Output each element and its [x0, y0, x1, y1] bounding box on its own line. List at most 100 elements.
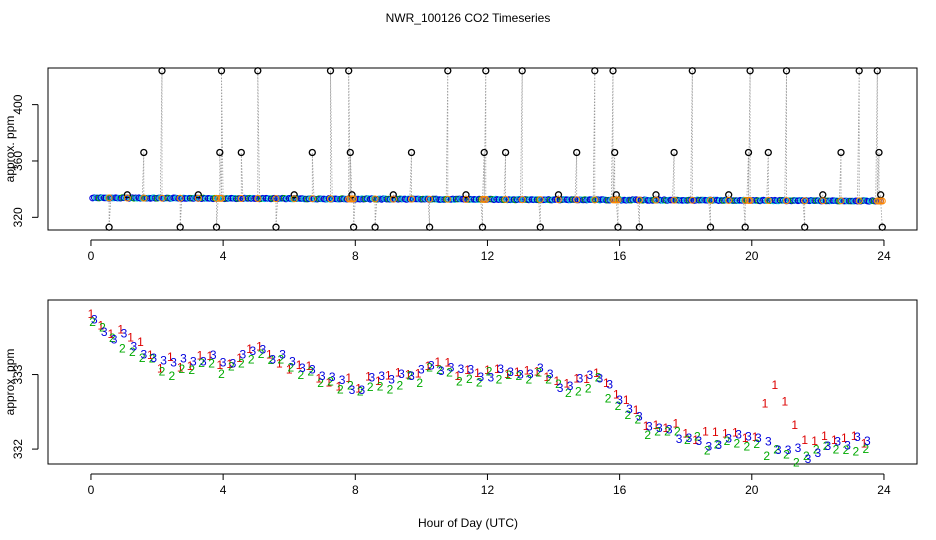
channel-1-point: 1: [563, 377, 570, 391]
channel-2-point: 2: [654, 424, 661, 438]
channel-1-point: 1: [484, 363, 491, 377]
channel-1-point: 1: [861, 436, 868, 450]
channel-2-point: 2: [813, 442, 820, 456]
channel-3-point: 3: [438, 364, 445, 378]
channel-1-point: 1: [464, 363, 471, 377]
channel-1-point: 1: [405, 367, 412, 381]
channel-3-point: 3: [646, 420, 653, 434]
channel-1-point: 1: [177, 361, 184, 375]
channel-1-point: 1: [682, 427, 689, 441]
channel-3-point: 3: [795, 441, 802, 455]
channel-2-point: 2: [843, 443, 850, 457]
channel-2-point: 2: [555, 377, 562, 391]
channel-1-point: 1: [524, 364, 531, 378]
channel-2-point: 2: [674, 425, 681, 439]
channel-2-point: 2: [694, 430, 701, 444]
top-connector-lines: [92, 70, 883, 228]
channel-2-point: 2: [248, 353, 255, 367]
spike-base-point: [389, 195, 397, 203]
channel-3-point: 3: [160, 353, 167, 367]
spike-base-point: [218, 194, 225, 202]
channel-3-point: 3: [398, 367, 405, 381]
y-tick-label: 320: [11, 207, 25, 227]
channel-2-point: 2: [347, 379, 354, 393]
channel-1-point: 1: [326, 375, 333, 389]
channel-3-point: 3: [388, 373, 395, 387]
channel-1-point: 1: [583, 372, 590, 386]
channel-3-point: 3: [824, 439, 831, 453]
spike-base-point: [555, 196, 562, 204]
spike-point: [478, 223, 487, 231]
spike-point: [272, 223, 280, 231]
channel-3-point: 3: [190, 354, 197, 368]
channel-2-point: 2: [803, 449, 810, 463]
channel-1-point: 1: [385, 368, 392, 382]
channel-2-point: 2: [466, 372, 473, 386]
channel-2-point: 2: [753, 437, 760, 451]
spike-base-point: [213, 194, 220, 202]
channel-3-point: 3: [755, 431, 762, 445]
y-tick-label: 332: [11, 439, 25, 459]
channel-1-point: 1: [653, 418, 660, 432]
channel-1-point: 1: [296, 358, 303, 372]
spike-base-point: [194, 194, 202, 202]
channel-1-point: 1: [454, 369, 461, 383]
channel-2-point: 2: [506, 368, 513, 382]
channel-2-point: 2: [327, 375, 334, 389]
spike-base-point: [746, 197, 754, 204]
channel-3-point: 3: [805, 452, 812, 466]
spike-base-point: [783, 197, 790, 205]
channel-3-point: 3: [705, 439, 712, 453]
spike-point: [837, 148, 845, 157]
channel-3-point: 3: [111, 332, 118, 346]
channel-1-point: 1: [534, 364, 541, 378]
channel-1-point: 1: [256, 340, 263, 354]
y-tick-label: 400: [11, 94, 25, 114]
channel-3-point: 3: [864, 434, 871, 448]
spike-base-point: [614, 196, 622, 204]
channel-1-point: 1: [712, 425, 719, 439]
channel-2-point: 2: [853, 444, 860, 458]
spike-point: [123, 191, 131, 199]
channel-3-point: 3: [815, 446, 822, 460]
channel-1-point: 1: [365, 369, 372, 383]
channel-2-point: 2: [208, 357, 215, 371]
channel-2-point: 2: [228, 360, 235, 374]
spike-base-point: [254, 195, 262, 202]
spike-point: [877, 191, 885, 199]
bottom-y-axis: 332 333: [11, 364, 39, 459]
spike-base-point: [855, 197, 863, 205]
y-tick-label: 360: [11, 151, 25, 171]
channel-3-point: 3: [557, 381, 564, 395]
channel-1-point: 1: [137, 335, 144, 349]
spike-base-point: [123, 194, 131, 202]
x-tick-label: 20: [745, 249, 759, 263]
spike-base-point: [140, 194, 148, 202]
channel-2-point: 2: [684, 433, 691, 447]
spike-base-point: [688, 196, 696, 204]
spike-base-point: [350, 195, 358, 203]
spike-point: [348, 191, 356, 199]
channel-2-point: 2: [724, 434, 731, 448]
spike-base-point: [237, 195, 245, 202]
channel-1-point: 1: [207, 349, 214, 363]
channel-3-point: 3: [696, 434, 703, 448]
connector-line: [92, 70, 883, 228]
channel-3-point: 3: [735, 427, 742, 441]
x-axis-label: Hour of Day (UTC): [418, 516, 518, 530]
spike-base-point: [518, 196, 526, 204]
spike-point: [217, 67, 226, 75]
channel-1-point: 1: [375, 374, 382, 388]
channel-2-point: 2: [178, 362, 185, 376]
spike-point: [462, 191, 470, 199]
channel-2-point: 2: [664, 425, 671, 439]
channel-1-point: 1: [494, 362, 501, 376]
channel-1-point: 1: [157, 361, 164, 375]
channel-2-point: 2: [704, 444, 711, 458]
spike-base-point: [878, 197, 886, 205]
channel-2-point: 2: [367, 380, 374, 394]
channel-1-point: 1: [306, 359, 313, 373]
spike-point: [308, 148, 316, 157]
channel-3-point: 3: [468, 363, 475, 377]
spike-base-point: [462, 195, 470, 203]
